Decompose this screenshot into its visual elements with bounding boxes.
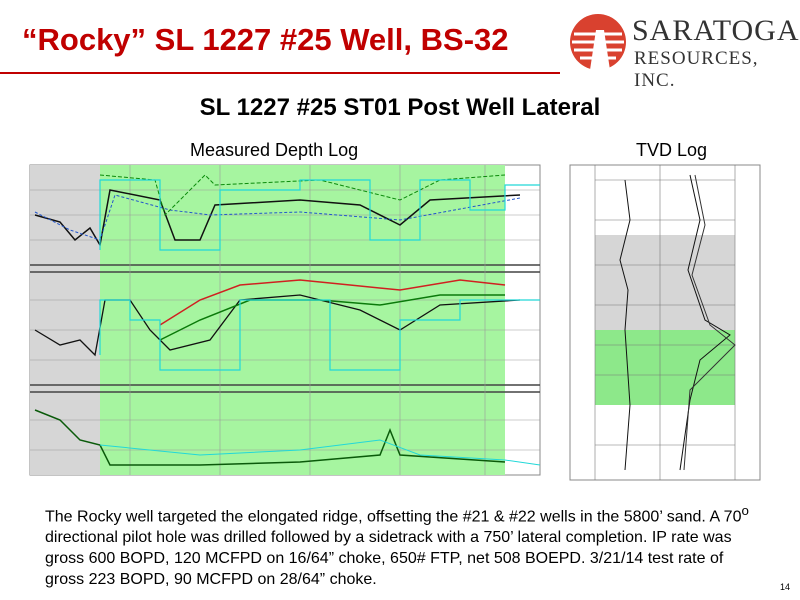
text: The Rocky well targeted the elongated ri… (45, 508, 742, 526)
logo-text: SARATOGA (632, 14, 800, 47)
superscript: o (741, 503, 749, 518)
log-label: TVD Log (636, 140, 708, 160)
log-grid (594, 165, 736, 480)
curve (34, 409, 506, 466)
log-label: Measured Depth Log (190, 140, 359, 160)
title-rule (0, 72, 560, 74)
curve (34, 294, 521, 357)
md-log (29, 164, 541, 476)
logo-icon (570, 14, 626, 70)
curve (99, 439, 541, 466)
body-text: The Rocky well targeted the elongated ri… (45, 500, 765, 590)
curve (679, 174, 731, 471)
gray-zone (30, 165, 100, 475)
curve (99, 299, 540, 371)
logo-rig (590, 30, 610, 70)
green-zone (595, 330, 735, 405)
text: directional pilot hole was drilled follo… (45, 529, 732, 589)
curve (34, 189, 521, 248)
logo-subtext: RESOURCES, INC. (634, 48, 759, 91)
curve (99, 179, 540, 251)
slide-title: “Rocky” SL 1227 #25 Well, BS-32 (22, 22, 509, 57)
gray-zone (595, 235, 735, 330)
subtitle: SL 1227 #25 ST01 Post Well Lateral (199, 94, 601, 121)
curve (159, 279, 506, 326)
curve (619, 179, 631, 471)
curve (683, 174, 736, 471)
tvd-log (569, 164, 761, 481)
page-number: 14 (779, 582, 790, 592)
track-separators (30, 264, 540, 393)
